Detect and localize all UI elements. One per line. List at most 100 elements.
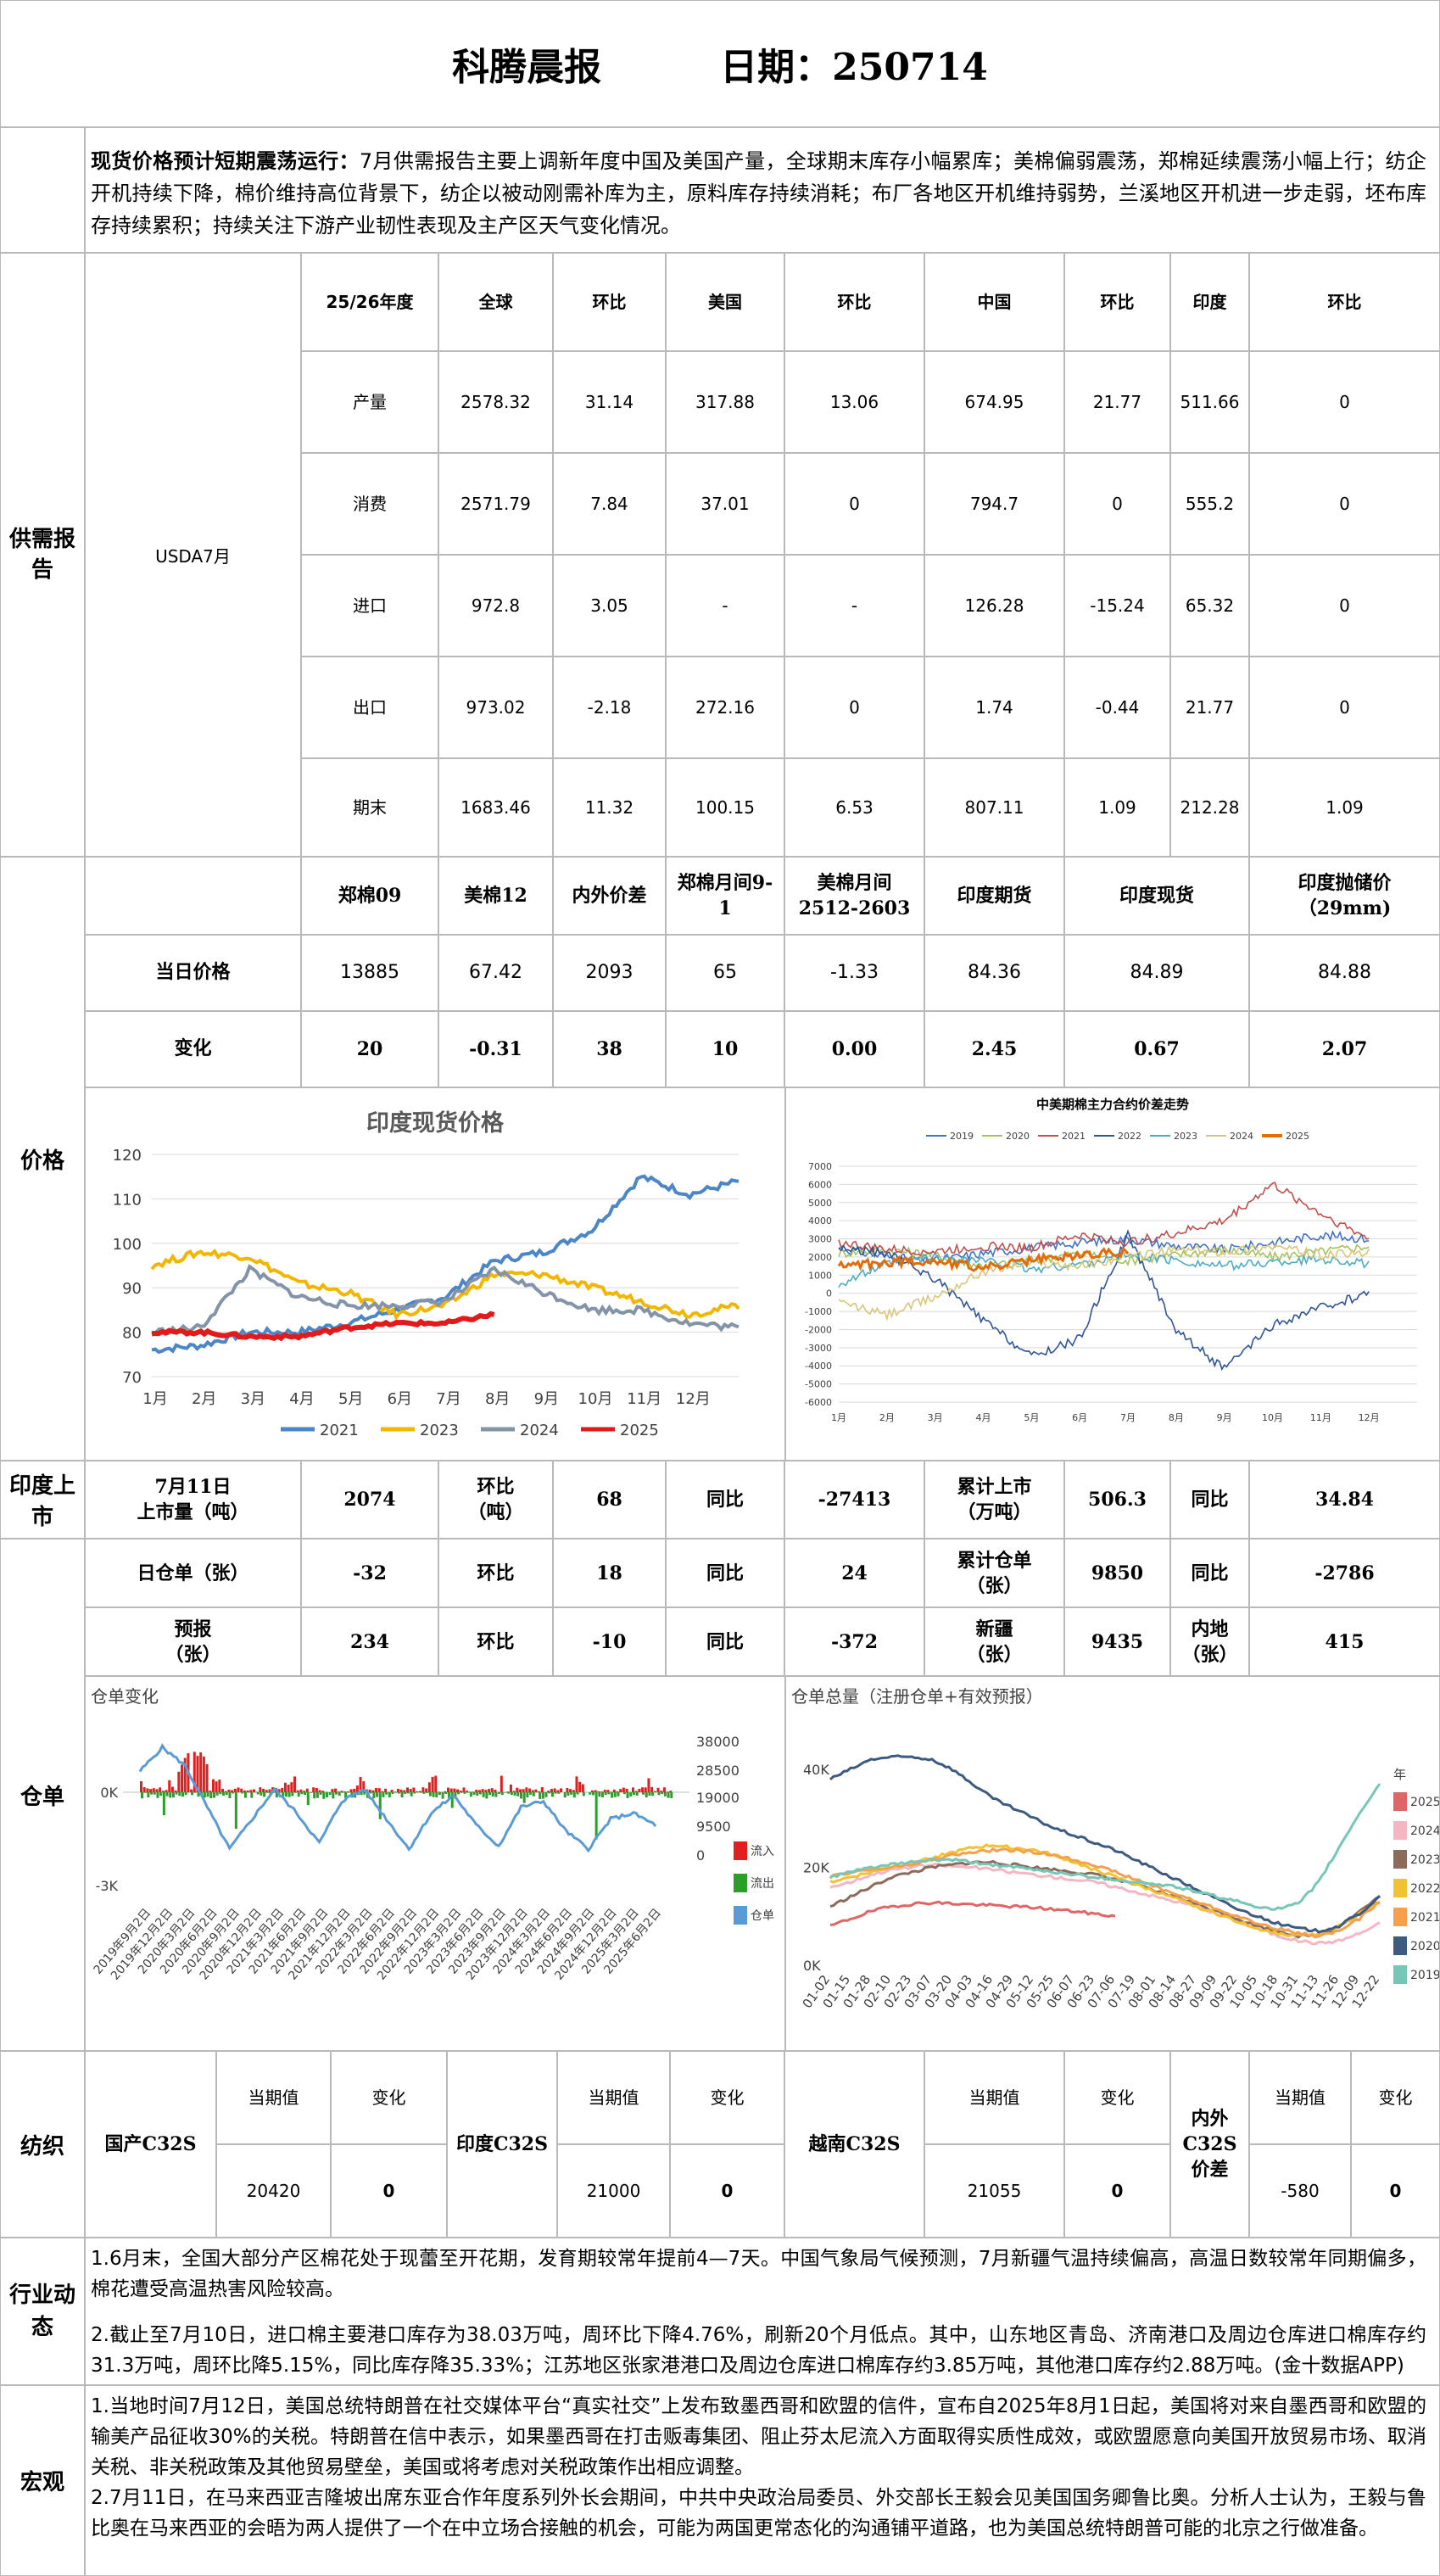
- spread-chart-panel: 中美期棉主力合约价差走势 7000 6000 5000 4000 3000 2000 1000…: [785, 1087, 1440, 1461]
- chart4-series-2022: [829, 1843, 1381, 1938]
- chart4-legend-label: 2025: [1410, 1796, 1439, 1809]
- supply-cell: 37.01: [666, 453, 784, 555]
- warehouse-k3: 同比: [1170, 1539, 1249, 1607]
- chart3-bar-out: [191, 1792, 194, 1796]
- chart3-bar-out: [260, 1792, 263, 1796]
- summary-body: 7月供需报告主要上调新年度中国及美国产量，全球期末库存小幅累库；美棉偏弱震荡，郑…: [91, 149, 1427, 237]
- supply-header-0: 25/26年度: [301, 253, 438, 351]
- chart3-bar-out: [450, 1792, 454, 1808]
- chart1-legend-label: 2023: [420, 1422, 459, 1439]
- warehouse-hb-label: 环比: [438, 1607, 553, 1676]
- chart3-bar-out: [611, 1792, 614, 1798]
- chart2-legend-label: 2019: [950, 1131, 974, 1142]
- textile-cur-header: 当期值: [216, 2051, 331, 2144]
- chart3-bar-out: [576, 1792, 579, 1795]
- supply-cell: 6.53: [784, 758, 924, 857]
- chart3-bar-out: [488, 1792, 492, 1796]
- chart3-bar-out: [300, 1792, 304, 1795]
- supply-cell: 1.09: [1064, 758, 1170, 857]
- chart1-xtick: 9月: [534, 1390, 559, 1408]
- chart1-title: 印度现货价格: [366, 1109, 505, 1137]
- chart3-bar-out: [219, 1792, 222, 1795]
- chart3-legend-label: 流入: [751, 1845, 774, 1858]
- price-today-label: 当日价格: [85, 935, 301, 1011]
- chart2-xtick: 1月: [831, 1412, 846, 1423]
- supply-cell: 65.32: [1170, 555, 1249, 657]
- chart3-bar-in: [612, 1789, 616, 1792]
- supply-row-label: 产量: [301, 351, 438, 453]
- chart2-xtick: 8月: [1169, 1412, 1184, 1423]
- chart3-bar-out: [435, 1792, 438, 1797]
- chart3-bar-in: [177, 1771, 181, 1792]
- textile-name: 内外C32S 价差: [1170, 2051, 1249, 2238]
- textile-cur-header: 当期值: [1249, 2051, 1351, 2144]
- chart3-bar-out: [607, 1792, 611, 1795]
- chart3-bar-in: [299, 1789, 303, 1792]
- chart3-bar-out: [341, 1792, 344, 1793]
- chart3-bar-in: [481, 1789, 484, 1792]
- price-header-4: 美棉月间2512-2603: [784, 857, 924, 935]
- chart3-bar-in: [296, 1790, 299, 1792]
- chart3-bar-out: [582, 1792, 585, 1796]
- chart3-bar-in: [290, 1782, 293, 1792]
- chart3-bar-out: [557, 1792, 561, 1794]
- chart3-bar-out: [378, 1792, 382, 1819]
- chart3-bar-in: [647, 1778, 650, 1792]
- chart4-legend-label: 2020: [1410, 1940, 1439, 1953]
- warehouse-v2: 9435: [1064, 1607, 1170, 1676]
- summary-text: 现货价格预计短期震荡运行：7月供需报告主要上调新年度中国及美国产量，全球期末库存…: [91, 145, 1426, 242]
- chart3-bar-out: [404, 1792, 407, 1794]
- chart3-bar-out: [407, 1792, 410, 1794]
- chart3-bar-in: [318, 1790, 321, 1792]
- chart3-bar-in: [362, 1781, 366, 1792]
- chart3-bar-out: [589, 1792, 592, 1795]
- chart3-bar-in: [283, 1782, 287, 1792]
- chart2-xtick: 4月: [976, 1412, 991, 1423]
- summary-gutter: [0, 127, 85, 253]
- chart3-bar-out: [203, 1792, 206, 1798]
- supply-cell: 674.95: [924, 351, 1064, 453]
- chart3-bar-in: [375, 1788, 378, 1792]
- chart3-bar-in: [662, 1787, 666, 1792]
- chart3-bar-out: [232, 1792, 235, 1794]
- chart3-bar-in: [305, 1788, 309, 1792]
- chart3-bar-in: [196, 1756, 199, 1792]
- chart3-bar-in: [368, 1789, 371, 1792]
- chart3-bar-in: [669, 1791, 673, 1792]
- chart3-bar-out: [171, 1792, 175, 1798]
- chart3-bar-out: [529, 1792, 533, 1795]
- supply-cell: 972.8: [438, 555, 553, 657]
- chart3-bar-out: [567, 1792, 570, 1796]
- chart3-bar-out: [243, 1792, 247, 1798]
- chart3-bar-in: [653, 1791, 656, 1792]
- macro-item-2: 2.7月11日，在马来西亚吉隆坡出席东亚合作年度系列外长会期间，中共中央政治局委…: [91, 2487, 1426, 2540]
- chart2-legend-label: 2024: [1230, 1131, 1253, 1142]
- supply-cell: -: [784, 555, 924, 657]
- chart2-ytick: -2000: [805, 1324, 832, 1335]
- price-change-value: 10: [666, 1011, 784, 1087]
- chart3-bar-in: [265, 1790, 268, 1792]
- chart3-bar-in: [218, 1780, 221, 1792]
- chart3-bar-in: [512, 1791, 516, 1792]
- chart3-bar-out: [175, 1792, 178, 1795]
- price-today-value: 84.36: [924, 935, 1064, 1011]
- warehouse-hb: 18: [553, 1539, 666, 1607]
- chart3-bar-in: [538, 1791, 541, 1792]
- chart3-bar-in: [625, 1788, 628, 1792]
- chart3-bar-out: [651, 1792, 655, 1796]
- chart2-series-2025: [837, 1246, 1130, 1272]
- warehouse-total-chart: 仓单总量（注册仓单+有效预报）40K20K0K01-0201-1501-2802…: [791, 1686, 1440, 2011]
- chart1-series-2024: [151, 1264, 740, 1337]
- chart3-bar-in: [616, 1791, 619, 1792]
- chart3-bar-out: [491, 1792, 494, 1796]
- chart1-xtick: 5月: [338, 1390, 363, 1408]
- chart3-left-ytick: -3K: [96, 1878, 119, 1894]
- chart3-bar-out: [570, 1792, 573, 1795]
- chart3-bar-out: [284, 1792, 287, 1797]
- chart3-bar-out: [617, 1792, 620, 1796]
- chart3-bar-in: [293, 1776, 297, 1792]
- report-title: 科腾晨报: [452, 46, 602, 89]
- chart3-bar-in: [500, 1775, 503, 1792]
- chart4-series-2023: [829, 1859, 1381, 1939]
- chart1-xtick: 3月: [241, 1390, 265, 1408]
